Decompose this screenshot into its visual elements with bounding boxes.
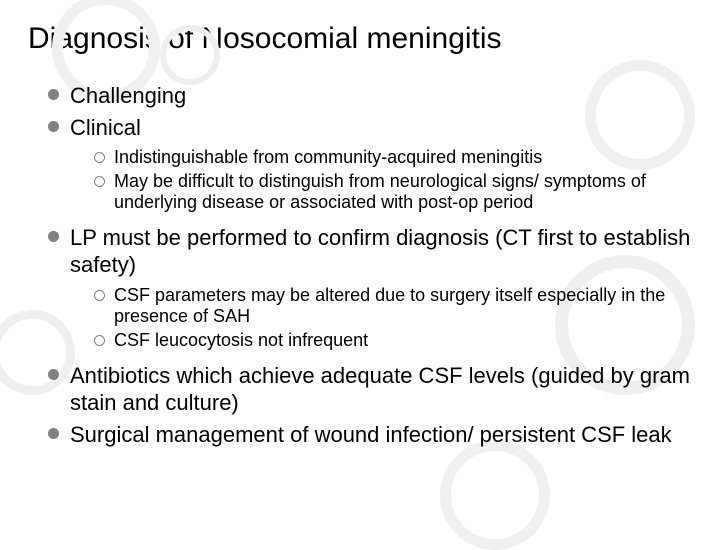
list-item: Clinical Indistinguishable from community…: [48, 114, 692, 214]
sub-list-item: CSF leucocytosis not infrequent: [94, 330, 692, 352]
sub-list-item: CSF parameters may be altered due to sur…: [94, 285, 692, 328]
sub-list: Indistinguishable from community-acquire…: [70, 147, 692, 214]
list-item: Antibiotics which achieve adequate CSF l…: [48, 362, 692, 417]
sub-list-item: Indistinguishable from community-acquire…: [94, 147, 692, 169]
list-item-text: Surgical management of wound infection/ …: [70, 422, 672, 447]
list-item: Surgical management of wound infection/ …: [48, 421, 692, 449]
sub-list: CSF parameters may be altered due to sur…: [70, 285, 692, 352]
sub-list-item: May be difficult to distinguish from neu…: [94, 171, 692, 214]
list-item: LP must be performed to confirm diagnosi…: [48, 224, 692, 352]
bullet-list: Challenging Clinical Indistinguishable fro…: [28, 82, 692, 448]
list-item-text: LP must be performed to confirm diagnosi…: [70, 225, 690, 278]
slide: Diagnosis of Nosocomial meningitis Chall…: [0, 0, 720, 540]
decorative-circle: [440, 440, 550, 550]
list-item-text: Clinical: [70, 115, 141, 140]
list-item-text: Challenging: [70, 83, 186, 108]
list-item-text: Antibiotics which achieve adequate CSF l…: [70, 363, 690, 416]
list-item: Challenging: [48, 82, 692, 110]
decorative-circle: [160, 25, 220, 85]
